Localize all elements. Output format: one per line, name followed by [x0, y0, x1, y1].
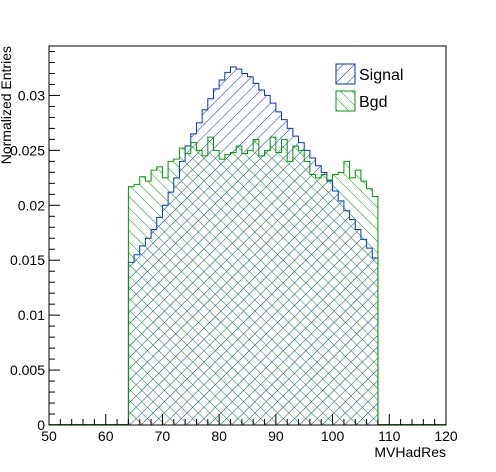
- legend-swatch-bgd: [335, 90, 356, 112]
- x-tick-label: 50: [41, 428, 57, 444]
- axes: 50 60 70 80 90 100 110 120 0 0.005 0.01 0.015 0.02 0.…: [10, 45, 458, 444]
- y-tick-label: 0.03: [18, 87, 45, 103]
- legend-swatch-signal: [335, 63, 356, 85]
- x-tick-label: 60: [98, 428, 114, 444]
- y-tick-label: 0.005: [10, 362, 45, 378]
- x-tick-label: 110: [378, 428, 401, 444]
- y-tick-label: 0.01: [18, 307, 45, 323]
- y-tick-label: 0: [37, 417, 45, 433]
- plot-area: [49, 66, 446, 426]
- x-tick-label: 120: [434, 428, 458, 444]
- x-tick-label: 80: [211, 428, 227, 444]
- plot-frame: [48, 45, 447, 426]
- y-axis-title: Normalized Entries: [0, 46, 14, 164]
- y-tick-label: 0.02: [18, 197, 45, 213]
- histogram-series-bgd: [127, 136, 379, 426]
- x-tick-label: 70: [155, 428, 171, 444]
- x-tick-label: 90: [268, 428, 284, 444]
- legend: Signal Bgd: [335, 63, 403, 112]
- legend-label-signal: Signal: [359, 67, 403, 84]
- y-tick-label: 0.025: [10, 142, 45, 158]
- x-axis-title: MVHadRes: [374, 444, 446, 460]
- y-tick-label: 0.015: [10, 252, 45, 268]
- x-tick-label: 100: [321, 428, 345, 444]
- legend-label-bgd: Bgd: [359, 94, 387, 111]
